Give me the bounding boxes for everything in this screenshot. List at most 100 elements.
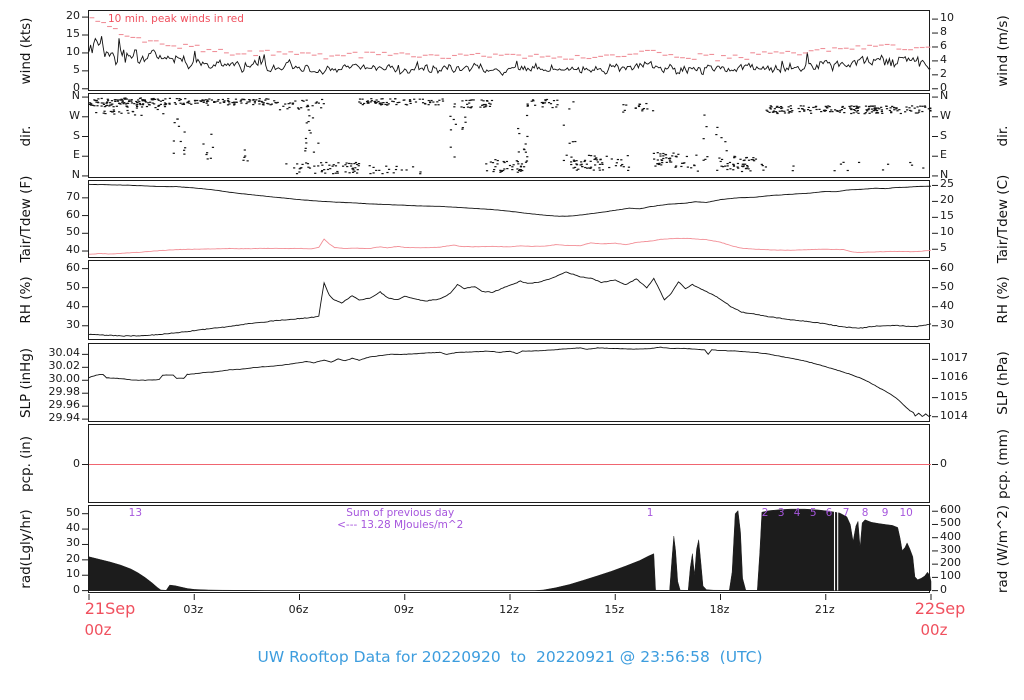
axis-tick-label-left-slp: 29.94 [48,411,81,425]
axis-tick-label-left-dir: W [69,108,80,122]
rad-hour-marker: 7 [842,507,850,519]
rad-hour-marker: 3 [777,507,785,519]
axis-tick-label-left-wind: 5 [73,62,80,76]
axis-tick-label-right-wind: 10 [940,11,954,25]
axis-tick-label-right-rad: 100 [940,569,961,583]
panel-dir [82,93,938,178]
axis-tick-label-left-temp: 40 [66,243,80,257]
rad-hour-marker: 2 [761,507,769,519]
rad-hour-marker: 9 [881,507,889,519]
rad-hour-marker: 1 [646,507,654,519]
axis-tick-label-right-slp: 1014 [940,408,968,422]
panel-pcp [82,424,938,503]
axis-tick-label-left-rh: 50 [66,279,80,293]
xaxis-tick-label: 21z [814,603,835,616]
axis-tick-label-left-rad: 30 [66,536,80,550]
axis-tick-label-right-wind: 2 [940,66,947,80]
rad-hour-marker: 8 [861,507,869,519]
axis-tick-label-right-rad: 600 [940,503,961,517]
axis-tick-label-left-slp: 30.00 [48,372,81,386]
axis-tick-label-right-wind: 6 [940,38,947,52]
axis-tick-label-left-slp: 30.02 [48,359,81,373]
series-Tair [88,183,932,217]
axis-tick-label-right-rh: 60 [940,260,954,274]
xaxis-start-hour: 00z [84,621,112,639]
axis-tick-label-right-rad: 500 [940,516,961,530]
axis-title-right-slp: SLP (hPa) [995,350,1011,415]
series-wind-speed [88,36,931,76]
rad-hour-marker: 4 [793,507,801,519]
axis-title-right-pcp: pcp. (mm) [995,428,1011,499]
axis-tick-label-right-wind: 0 [940,80,947,94]
rad-hour-marker: 10 [899,507,913,519]
axis-title-left-wind: wind (kts) [18,17,34,84]
axis-tick-label-right-slp: 1016 [940,370,968,384]
axis-title-right-rh: RH (%) [995,276,1011,324]
axis-tick-label-right-rad: 200 [940,556,961,570]
xaxis-tick-label: 06z [288,603,309,616]
axis-tick-label-left-pcp: 0 [73,456,80,470]
axis-tick-label-left-rad: 50 [66,505,80,519]
axis-tick-label-left-temp: 60 [66,207,80,221]
rad-hour-marker: 6 [825,507,833,519]
axis-tick-label-left-rad: 10 [66,567,80,581]
axis-title-right-rad: rad (W/m^2) [995,504,1011,594]
axis-tick-label-right-wind: 4 [940,52,947,66]
axis-tick-label-right-rad: 300 [940,542,961,556]
axis-tick-label-right-slp: 1017 [940,351,968,365]
axis-tick-label-right-rad: 0 [940,582,947,596]
series-Tdew [88,237,932,255]
axis-tick-label-left-wind: 10 [66,44,80,58]
axis-tick-label-left-wind: 0 [73,80,80,94]
axis-title-left-rad: rad(Lgly/hr) [18,509,34,589]
rad-sum-note-line2: <--- 13.28 MJoules/m^2 [337,519,464,531]
series-solar-radiation [88,508,932,591]
axis-tick-label-left-dir: E [73,148,80,162]
axis-tick-label-left-rad: 40 [66,521,80,535]
axis-tick-label-right-dir: N [940,167,949,181]
xaxis-tick-label: 09z [393,603,414,616]
panel-rad [82,505,938,600]
axis-tick-label-right-rh: 30 [940,317,954,331]
xaxis-tick-label: 03z [183,603,204,616]
xaxis-end-hour: 00z [920,621,948,639]
axis-tick-label-left-dir: S [73,128,80,142]
axis-tick-label-right-temp: 15 [940,209,954,223]
panel-slp [82,343,938,422]
figure-title: UW Rooftop Data for 20220920 to 20220921… [257,648,763,666]
axis-tick-label-right-wind: 8 [940,25,947,39]
axis-tick-label-left-slp: 29.98 [48,385,81,399]
panel-wind [82,10,938,91]
series-sea-level-pressure [88,346,932,418]
axis-tick-label-right-dir: N [940,89,949,103]
axis-tick-label-left-temp: 50 [66,225,80,239]
axis-tick-label-right-temp: 10 [940,225,954,239]
xaxis-end-date: 22Sep [914,599,966,618]
panel-rh [82,260,938,340]
xaxis-tick-label: 12z [499,603,519,616]
axis-title-right-temp: Tair/Tdew (C) [995,174,1011,264]
axis-title-left-temp: Tair/Tdew (F) [18,175,34,263]
axis-tick-label-right-slp: 1015 [940,389,968,403]
axis-tick-label-left-temp: 70 [66,189,80,203]
axis-tick-label-left-wind: 20 [66,9,80,23]
xaxis-start-date: 21Sep [84,599,136,618]
axis-tick-label-left-dir: N [71,89,80,103]
axis-tick-label-right-rh: 40 [940,298,954,312]
axis-title-left-dir: dir. [18,125,34,146]
axis-tick-label-right-rad: 400 [940,529,961,543]
axis-tick-label-left-slp: 29.96 [48,398,81,412]
axis-tick-label-right-temp: 5 [940,241,947,255]
rad-sum-note-line1: Sum of previous day [346,507,455,519]
axis-tick-label-left-slp: 30.04 [48,346,81,360]
rad-hour-marker: 13 [128,507,143,519]
axis-title-right-dir: dir. [995,125,1011,146]
axis-tick-label-left-rh: 30 [66,317,80,331]
axis-tick-label-right-dir: E [940,148,947,162]
xaxis-tick-label: 18z [709,603,730,616]
axis-tick-label-right-temp: 20 [940,193,954,207]
series-relative-humidity [88,271,932,337]
axis-title-left-slp: SLP (inHg) [18,347,34,418]
